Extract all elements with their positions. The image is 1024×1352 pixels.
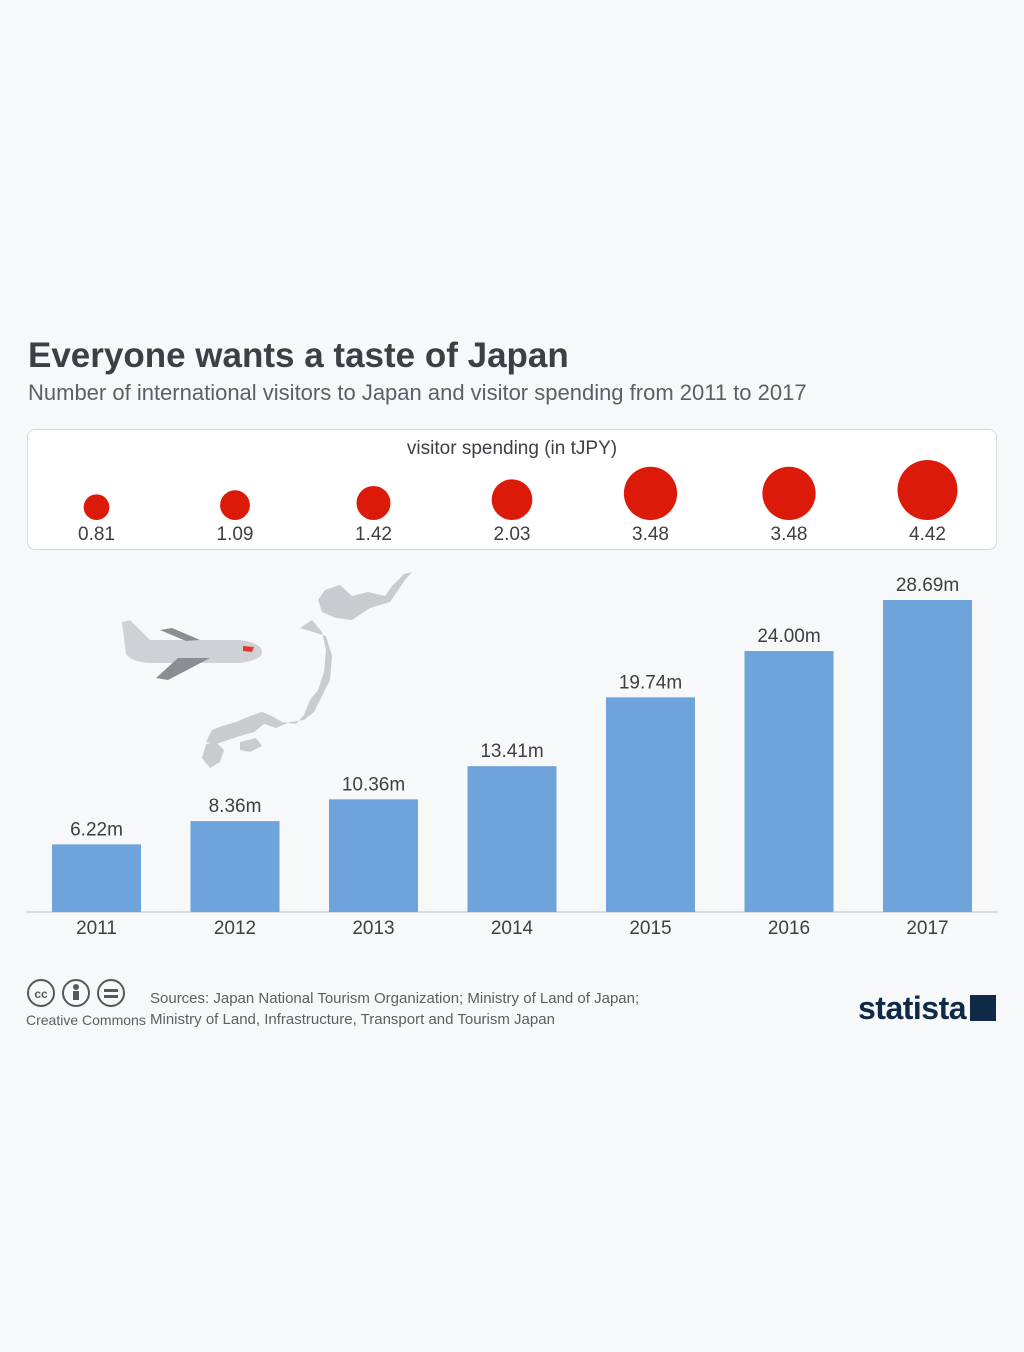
- spending-bubble-2011: [83, 494, 110, 520]
- sources-line-1: Sources: Japan National Tourism Organiza…: [150, 990, 640, 1007]
- bar-series: 6.22m 2011 8.36m 2012 10.36m 2013 13.41m 2014 19…: [52, 575, 972, 939]
- spending-bubble-2013: [356, 485, 391, 520]
- bar-2012: [190, 821, 280, 912]
- spending-bubble-2012: [220, 490, 250, 520]
- spending-panel: visitor spending (in tJPY): [27, 429, 997, 550]
- statista-logo: statista: [858, 990, 997, 1027]
- creative-commons-icons: cc: [27, 979, 125, 1007]
- x-tick-label-2017: 2017: [906, 918, 948, 939]
- spending-value-label-2016: 3.48: [771, 524, 808, 545]
- spending-value-label-2013: 1.42: [355, 524, 392, 545]
- spending-bubble-2015: [623, 466, 678, 520]
- nd-icon: [97, 979, 125, 1007]
- spending-bubble-series: 0.81 1.09 1.42 2.03 3.48 3.48 4.42: [78, 460, 958, 545]
- license-label: Creative Commons: [26, 1012, 146, 1028]
- x-tick-label-2016: 2016: [768, 918, 810, 939]
- x-tick-label-2012: 2012: [214, 918, 256, 939]
- sources-line-2: Ministry of Land, Infrastructure, Transp…: [150, 1011, 555, 1028]
- bar-value-label-2012: 8.36m: [209, 796, 262, 817]
- chart-title: Everyone wants a taste of Japan: [28, 336, 569, 375]
- bar-2013: [329, 799, 418, 912]
- spending-value-label-2017: 4.42: [909, 524, 946, 545]
- chart-subtitle: Number of international visitors to Japa…: [28, 380, 807, 405]
- sources-text: Sources: Japan National Tourism Organiza…: [150, 988, 790, 1030]
- svg-text:cc: cc: [34, 987, 48, 1001]
- x-tick-label-2011: 2011: [76, 918, 117, 939]
- by-icon: [62, 979, 90, 1007]
- spending-bubble-2016: [762, 466, 816, 520]
- bar-value-label-2017: 28.69m: [896, 575, 959, 596]
- spending-panel-title: visitor spending (in tJPY): [406, 438, 618, 459]
- spending-value-label-2011: 0.81: [78, 524, 115, 545]
- bar-value-label-2015: 19.74m: [619, 672, 682, 693]
- cc-icon: [27, 979, 55, 1007]
- statista-logo-text: statista: [858, 990, 967, 1026]
- spending-bubble-2014: [491, 479, 533, 520]
- bar-2014: [467, 766, 557, 912]
- spending-bubble-2017: [897, 460, 958, 520]
- bar-value-label-2016: 24.00m: [757, 626, 820, 647]
- bar-2011: [52, 844, 141, 912]
- spending-value-label-2014: 2.03: [494, 524, 531, 545]
- bar-2017: [883, 600, 972, 912]
- bar-2016: [744, 651, 834, 912]
- x-tick-label-2015: 2015: [629, 918, 671, 939]
- bar-value-label-2013: 10.36m: [342, 774, 405, 795]
- bar-value-label-2011: 6.22m: [70, 819, 123, 840]
- statista-logo-icon: [970, 995, 997, 1021]
- x-tick-label-2013: 2013: [352, 918, 394, 939]
- spending-value-label-2012: 1.09: [217, 524, 254, 545]
- bar-value-label-2014: 13.41m: [480, 741, 543, 762]
- x-tick-label-2014: 2014: [491, 918, 534, 939]
- airplane-icon: [122, 620, 262, 680]
- bar-2015: [606, 697, 695, 912]
- japan-map-icon: [202, 572, 412, 768]
- spending-value-label-2015: 3.48: [632, 524, 669, 545]
